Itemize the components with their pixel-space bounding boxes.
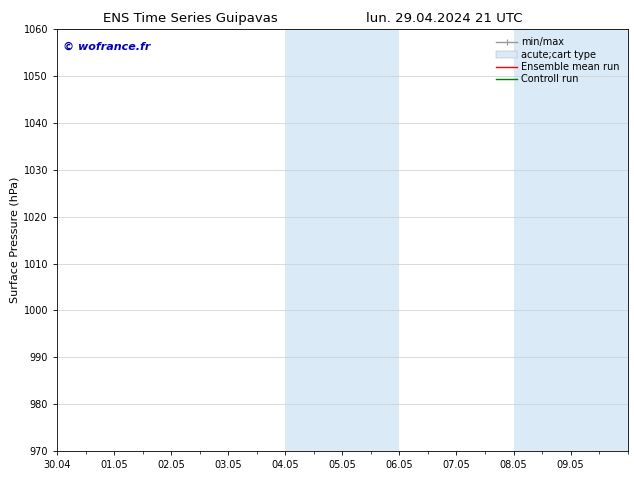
Y-axis label: Surface Pressure (hPa): Surface Pressure (hPa) [10,177,19,303]
Bar [571,29,628,451]
Text: ENS Time Series Guipavas: ENS Time Series Guipavas [103,12,278,25]
Text: lun. 29.04.2024 21 UTC: lun. 29.04.2024 21 UTC [366,12,522,25]
Bar [285,29,342,451]
Bar [514,29,571,451]
Legend: min/max, acute;cart type, Ensemble mean run, Controll run: min/max, acute;cart type, Ensemble mean … [493,34,623,87]
Bar [342,29,399,451]
Text: © wofrance.fr: © wofrance.fr [63,42,150,52]
